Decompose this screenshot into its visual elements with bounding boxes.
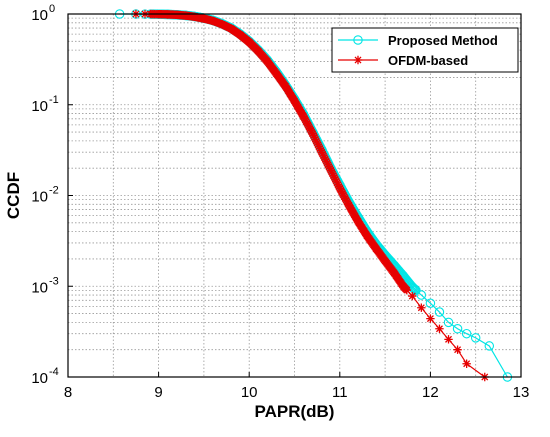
y-tick-base: 10 [31, 7, 48, 24]
data-point [461, 328, 472, 339]
y-tick-label: 10 -1 [31, 94, 58, 115]
legend: Proposed Method OFDM-based [331, 27, 519, 73]
series-marker [315, 144, 325, 153]
series-marker [310, 133, 319, 142]
y-tick-exponent: 0 [49, 3, 55, 15]
y-tick-label: 10 -4 [31, 366, 58, 387]
series-marker [312, 136, 321, 146]
series-marker [314, 142, 324, 151]
x-axis-label: PAPR(dB) [255, 402, 335, 421]
data-point [326, 166, 335, 175]
y-tick-exponent: -1 [49, 94, 59, 106]
x-tick-label: 8 [64, 384, 72, 401]
data-point [190, 12, 200, 22]
data-point [245, 37, 254, 47]
legend-box [331, 27, 519, 73]
y-tick-label: 10 0 [31, 3, 55, 24]
data-point [353, 217, 363, 226]
x-tick-label: 10 [241, 384, 258, 401]
legend-label: Proposed Method [388, 33, 498, 48]
data-point [263, 57, 272, 66]
data-point [408, 291, 417, 301]
data-point [254, 46, 263, 56]
plot-frame [67, 13, 522, 378]
data-point [308, 129, 317, 138]
data-point [443, 317, 454, 328]
y-tick-exponent: -2 [49, 185, 59, 197]
data-point [272, 69, 281, 78]
legend-label: OFDM-based [388, 53, 468, 68]
y-tick-label: 10 -2 [31, 185, 58, 206]
data-point [416, 290, 427, 300]
y-axis-label: CCDF [4, 172, 23, 219]
series-marker [311, 135, 320, 144]
data-point [335, 184, 344, 193]
data-point [235, 30, 245, 39]
data-point [199, 14, 209, 23]
series-marker [313, 140, 323, 149]
series-marker [309, 131, 318, 140]
data-point [208, 16, 218, 26]
data-point [226, 24, 236, 33]
data-point [444, 335, 453, 344]
data-point [435, 324, 444, 333]
legend-entry: OFDM-based [338, 53, 468, 68]
data-point [217, 20, 227, 29]
data-point [281, 82, 290, 91]
x-tick-label: 13 [513, 384, 530, 401]
series-marker [316, 146, 325, 155]
data-point [462, 359, 471, 368]
data-point [452, 324, 463, 334]
data-point [299, 112, 308, 121]
y-tick-base: 10 [31, 98, 48, 115]
data-point [417, 303, 426, 312]
data-point [344, 201, 354, 210]
x-tick-label: 12 [422, 384, 439, 401]
legend-marker [353, 35, 363, 45]
x-tick-label: 9 [154, 384, 162, 401]
y-tick-base: 10 [31, 279, 48, 296]
y-tick-label: 10 -3 [31, 275, 58, 296]
data-point [389, 268, 399, 278]
data-point [181, 11, 190, 20]
data-point [426, 314, 435, 323]
data-point [470, 333, 481, 343]
data-point [362, 231, 372, 240]
x-tick-label: 11 [332, 384, 348, 401]
legend-marker [353, 55, 363, 65]
series-marker [312, 138, 322, 148]
legend-entries: Proposed Method OFDM-based [338, 33, 498, 68]
data-point [317, 148, 326, 157]
y-tick-exponent: -4 [49, 366, 59, 378]
data-point [172, 10, 181, 19]
data-point [453, 345, 462, 354]
data-point [290, 96, 299, 106]
data-point [380, 256, 390, 266]
series-marker [402, 285, 412, 295]
y-tick-base: 10 [31, 370, 48, 387]
legend-entry: Proposed Method [338, 33, 498, 48]
data-point [434, 307, 445, 317]
data-point [371, 244, 381, 253]
x-tick-labels: 8 9 10 11 12 13 [64, 384, 530, 401]
y-tick-exponent: -3 [49, 275, 59, 287]
y-tick-base: 10 [31, 189, 48, 206]
data-point [484, 341, 495, 351]
data-point [399, 282, 408, 291]
data-point [425, 298, 436, 308]
